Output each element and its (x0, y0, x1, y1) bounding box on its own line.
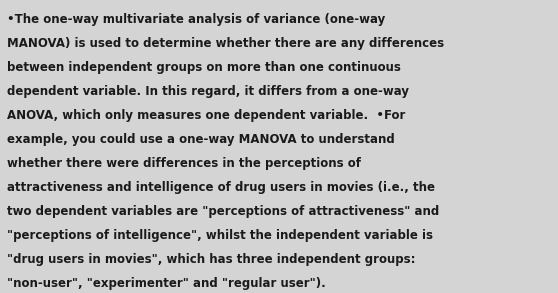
Text: two dependent variables are "perceptions of attractiveness" and: two dependent variables are "perceptions… (7, 205, 439, 218)
Text: whether there were differences in the perceptions of: whether there were differences in the pe… (7, 157, 360, 170)
Text: MANOVA) is used to determine whether there are any differences: MANOVA) is used to determine whether the… (7, 37, 444, 50)
Text: ANOVA, which only measures one dependent variable.  •For: ANOVA, which only measures one dependent… (7, 109, 405, 122)
Text: "drug users in movies", which has three independent groups:: "drug users in movies", which has three … (7, 253, 415, 266)
Text: dependent variable. In this regard, it differs from a one-way: dependent variable. In this regard, it d… (7, 85, 408, 98)
Text: "non-user", "experimenter" and "regular user").: "non-user", "experimenter" and "regular … (7, 277, 325, 290)
Text: "perceptions of intelligence", whilst the independent variable is: "perceptions of intelligence", whilst th… (7, 229, 432, 242)
Text: example, you could use a one-way MANOVA to understand: example, you could use a one-way MANOVA … (7, 133, 395, 146)
Text: attractiveness and intelligence of drug users in movies (i.e., the: attractiveness and intelligence of drug … (7, 181, 435, 194)
Text: •The one-way multivariate analysis of variance (one-way: •The one-way multivariate analysis of va… (7, 13, 385, 26)
Text: between independent groups on more than one continuous: between independent groups on more than … (7, 61, 401, 74)
